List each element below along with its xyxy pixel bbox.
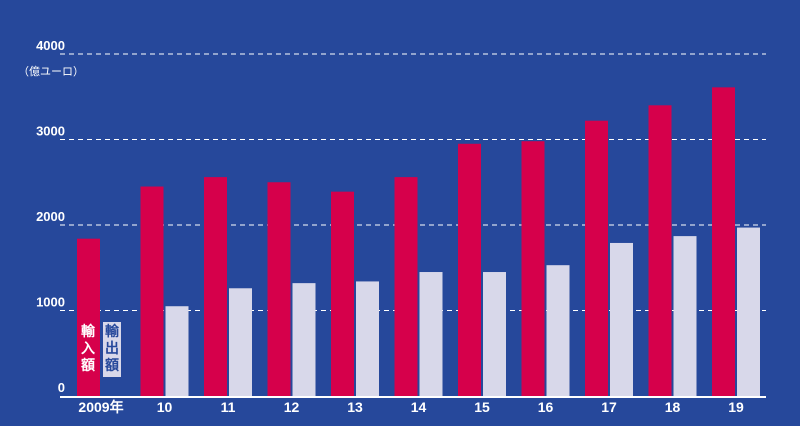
x-tick-label: 12 [284, 399, 300, 415]
x-tick-label: 13 [347, 399, 363, 415]
bar-export [737, 227, 760, 396]
x-tick-label: 2009年 [78, 399, 123, 415]
y-tick-label: 3000 [36, 124, 65, 139]
bar-import [204, 177, 227, 396]
bar-export [229, 288, 252, 396]
x-axis-category-labels: 2009年 10 11 12 13 14 15 16 17 18 19 [78, 399, 744, 415]
x-tick-label: 15 [474, 399, 490, 415]
bar-export [419, 272, 443, 396]
bar-export [165, 306, 189, 396]
bar-import [267, 182, 291, 396]
y-tick-label: 0 [58, 380, 65, 395]
x-tick-label: 18 [665, 399, 681, 415]
bar-import [585, 120, 608, 396]
x-tick-label: 11 [221, 399, 236, 415]
bar-import [394, 177, 418, 396]
bar-export [673, 236, 697, 396]
bar-export [610, 242, 633, 396]
bars [77, 87, 760, 397]
bar-import [712, 87, 735, 396]
bar-import [521, 141, 545, 396]
legend-swatch [79, 322, 97, 377]
legend-swatch [103, 322, 121, 377]
bar-import [140, 186, 164, 396]
bar-export [483, 272, 506, 396]
bar-export [546, 265, 570, 396]
x-tick-label: 19 [728, 399, 744, 415]
y-tick-label: 2000 [36, 209, 65, 224]
bar-export [356, 281, 379, 396]
bar-export [292, 283, 316, 396]
y-tick-label: 1000 [36, 295, 65, 310]
legend-label: 輸入額 [80, 323, 96, 374]
bar-import [331, 191, 354, 396]
y-axis-tick-labels: 0 1000 2000 3000 4000 [36, 38, 65, 395]
x-tick-label: 17 [601, 399, 617, 415]
x-tick-label: 10 [157, 399, 173, 415]
bar-import [648, 105, 672, 397]
bar-import [458, 143, 481, 396]
y-tick-label: 4000 [36, 38, 65, 53]
x-tick-label: 16 [538, 399, 554, 415]
y-axis-unit-label: （億ユーロ） [18, 65, 84, 78]
x-tick-label: 14 [411, 399, 427, 415]
legend-label: 輸出額 [104, 323, 120, 374]
